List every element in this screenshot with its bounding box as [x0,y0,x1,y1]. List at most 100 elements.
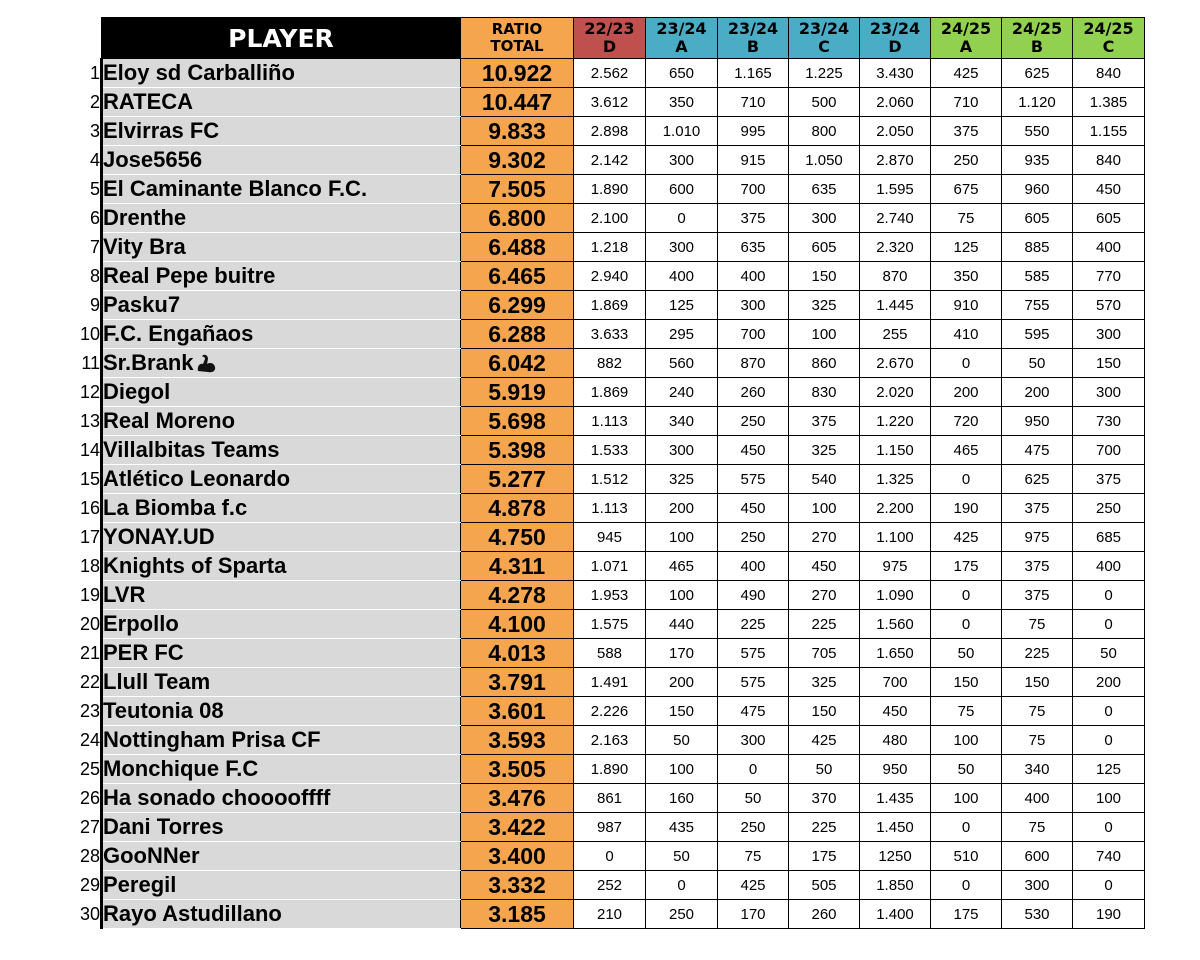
season-value-cell: 450 [859,696,931,726]
season-value-cell: 400 [645,261,718,291]
season-value-cell: 635 [717,232,789,262]
season-phase: D [602,37,617,56]
table-row: 26 Ha sonado chooooffff 3.476 861 160 50 370 1.… [79,783,1145,813]
season-value-cell: 375 [1001,551,1073,581]
season-value-cell: 1.113 [573,493,646,523]
season-value-cell: 3.430 [859,58,931,88]
season-value-cell: 100 [1072,783,1145,813]
season-value-cell: 1.491 [573,667,646,697]
rank-number: 8 [79,261,102,291]
player-name: Knights of Sparta [103,553,287,578]
rank-number: 25 [79,754,102,784]
season-value-cell: 2.940 [573,261,646,291]
season-value-cell: 870 [717,348,789,378]
player-name-cell: Rayo Astudillano [100,899,461,929]
table-body: 1 Eloy sd Carballiño 10.922 2.562 650 1.165 1.… [79,58,1145,929]
season-value-cell: 200 [645,493,718,523]
season-value-cell: 100 [645,580,718,610]
ratio-total-cell: 3.422 [460,812,574,842]
player-name: Erpollo [103,611,179,636]
season-value-cell: 375 [1001,493,1073,523]
table-row: 27 Dani Torres 3.422 987 435 250 225 1.450 0 75 0 [79,812,1145,842]
season-value-cell: 0 [1072,870,1145,900]
season-value-cell: 605 [1001,203,1073,233]
season-value-cell: 50 [1001,348,1073,378]
season-value-cell: 3.612 [573,87,646,117]
season-year: 24/25 [1011,19,1063,38]
season-value-cell: 75 [1001,812,1073,842]
season-value-cell: 200 [645,667,718,697]
season-value-cell: 685 [1072,522,1145,552]
season-value-cell: 1.150 [859,435,931,465]
season-value-cell: 950 [859,754,931,784]
player-name: Llull Team [103,669,211,694]
season-value-cell: 400 [1072,551,1145,581]
season-value-cell: 50 [788,754,860,784]
season-value-cell: 0 [573,841,646,871]
player-name: Ha sonado chooooffff [103,785,331,810]
season-value-cell: 100 [930,783,1002,813]
season-value-cell: 0 [1072,609,1145,639]
season-value-cell: 987 [573,812,646,842]
season-value-cell: 1.120 [1001,87,1073,117]
table-row: 25 Monchique F.C 3.505 1.890 100 0 50 950 50 340 1… [79,754,1145,784]
season-value-cell: 300 [717,290,789,320]
season-value-cell: 300 [1001,870,1073,900]
ratio-total-cell: 3.791 [460,667,574,697]
season-value-cell: 1.575 [573,609,646,639]
ratio-total-cell: 6.800 [460,203,574,233]
season-value-cell: 1.218 [573,232,646,262]
season-value-cell: 125 [645,290,718,320]
season-phase: D [888,37,902,56]
season-value-cell: 425 [930,58,1002,88]
season-value-cell: 0 [930,812,1002,842]
season-value-cell: 960 [1001,174,1073,204]
player-name-cell: Sr.Brank [100,348,461,378]
season-value-cell: 250 [1072,493,1145,523]
season-value-cell: 160 [645,783,718,813]
ratio-total-cell: 3.505 [460,754,574,784]
season-value-cell: 2.100 [573,203,646,233]
season-value-cell: 100 [788,493,860,523]
season-value-cell: 475 [717,696,789,726]
ratio-total-cell: 4.878 [460,493,574,523]
season-value-cell: 650 [645,58,718,88]
rank-number: 19 [79,580,102,610]
season-value-cell: 200 [930,377,1002,407]
season-value-cell: 950 [1001,406,1073,436]
table-row: 28 GooNNer 3.400 0 50 75 175 1250 510 600 740 [79,841,1145,871]
season-value-cell: 300 [1072,319,1145,349]
season-value-cell: 375 [1072,464,1145,494]
season-value-cell: 830 [788,377,860,407]
table-row: 13 Real Moreno 5.698 1.113 340 250 375 1.220 720… [79,406,1145,436]
season-value-cell: 1.450 [859,812,931,842]
player-name-cell: Erpollo [100,609,461,639]
season-value-cell: 225 [788,609,860,639]
season-value-cell: 915 [717,145,789,175]
season-value-cell: 575 [717,667,789,697]
player-name-cell: PER FC [100,638,461,668]
season-phase: B [746,37,760,56]
season-value-cell: 75 [1001,725,1073,755]
season-value-cell: 300 [1072,377,1145,407]
player-name-cell: YONAY.UD [100,522,461,552]
season-value-cell: 260 [788,899,860,929]
season-column-header: 23/24 B [717,17,789,59]
player-name-cell: Atlético Leonardo [100,464,461,494]
rank-number: 14 [79,435,102,465]
season-value-cell: 2.200 [859,493,931,523]
season-value-cell: 1.385 [1072,87,1145,117]
rank-number: 20 [79,609,102,639]
season-value-cell: 370 [788,783,860,813]
table-row: 10 F.C. Engañaos 6.288 3.633 295 700 100 255 410… [79,319,1145,349]
season-value-cell: 50 [930,638,1002,668]
player-name: La Biomba f.c [103,495,248,520]
season-value-cell: 300 [645,232,718,262]
season-value-cell: 570 [1072,290,1145,320]
player-name-cell: Real Moreno [100,406,461,436]
season-value-cell: 252 [573,870,646,900]
season-value-cell: 800 [788,116,860,146]
season-value-cell: 605 [788,232,860,262]
season-value-cell: 0 [717,754,789,784]
rank-number: 7 [79,232,102,262]
